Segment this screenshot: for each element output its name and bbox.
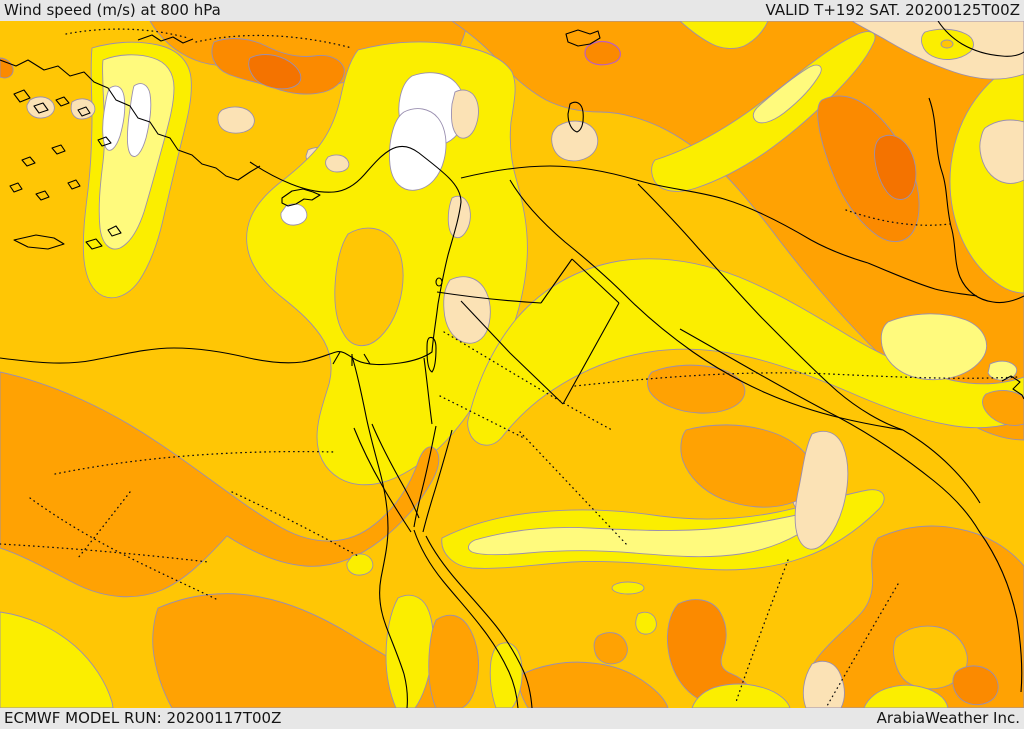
region-pale-yellow-east-blob xyxy=(880,313,987,381)
geo-jordan-borders xyxy=(436,258,620,405)
geo-shatt-kuwait xyxy=(902,375,1024,504)
region-pale-yellow-right-tiny xyxy=(987,360,1018,381)
region-pale-yellow-saudi-core xyxy=(468,511,820,558)
geo-iran-border xyxy=(928,97,1024,304)
geo-cyprus xyxy=(281,188,321,207)
region-yellow-bottom-bump-b xyxy=(863,684,949,708)
geo-gulf-of-suez xyxy=(353,423,420,533)
region-yellow-tiny-oval-a xyxy=(611,581,645,595)
provider-label: ArabiaWeather Inc. xyxy=(876,709,1020,727)
region-yellow-bottom-bump-a xyxy=(691,683,791,708)
dotted-line-1 xyxy=(29,497,219,601)
region-deep-orange-anatolia-spot xyxy=(248,54,302,90)
dotted-line-3 xyxy=(77,491,131,559)
dotted-line-9 xyxy=(439,395,525,439)
region-yellow-top-notch xyxy=(679,21,769,49)
region-cream-aegean-blob-a xyxy=(26,96,55,119)
region-cream-right-lobe-patch xyxy=(979,119,1024,184)
geo-euphrates-river xyxy=(509,179,904,431)
geo-crete-rhodes xyxy=(13,225,122,250)
geo-iraq-saudi-border xyxy=(679,328,1023,693)
dotted-line-12 xyxy=(65,28,189,39)
model-run-label: ECMWF MODEL RUN: 20200117T00Z xyxy=(4,709,282,727)
region-pale-yellow-strip-core xyxy=(752,64,822,124)
geo-red-sea xyxy=(413,529,533,708)
region-yellow-southwest-corner xyxy=(0,611,114,708)
region-orange-hejaz-bottom xyxy=(517,661,669,708)
region-yellow-right-edge-lobe xyxy=(949,57,1024,294)
geo-lake-urmia xyxy=(567,101,584,133)
region-dark-orange-southeast-spot xyxy=(952,665,999,706)
dotted-line-10 xyxy=(845,209,951,226)
region-orange-south-iraq-blob xyxy=(680,424,815,508)
region-dark-orange-zagros-core xyxy=(817,95,920,242)
geo-caspian-corner xyxy=(937,21,1024,57)
geo-aegean-coast xyxy=(0,59,261,181)
region-white-south-of-cyprus xyxy=(280,203,308,226)
region-cream-lebanon-sliver xyxy=(447,195,471,239)
region-cream-nejd-streak xyxy=(794,430,849,550)
geo-gulf-of-aqaba xyxy=(413,425,453,533)
geo-nile-river xyxy=(351,355,408,708)
region-deep-orange-zagros-spot xyxy=(874,134,917,200)
region-white-levant-patch xyxy=(389,108,447,191)
region-cream-east-syria-blob xyxy=(551,120,599,162)
region-orange-small-west-of-l xyxy=(593,632,628,665)
footer-bar: ECMWF MODEL RUN: 20200117T00Z ArabiaWeat… xyxy=(0,708,1024,729)
region-yellow-west-of-nile-oval xyxy=(346,553,374,576)
region-cream-taurus-blob xyxy=(217,106,255,134)
dotted-line-8 xyxy=(826,583,899,707)
region-white-aegean-sliver-a xyxy=(102,85,126,151)
geo-marmara-bits xyxy=(137,34,194,44)
dotted-line-11 xyxy=(195,34,353,49)
geo-israel-egypt-border xyxy=(423,357,433,425)
region-orange-eastern-desert-wedge xyxy=(428,614,479,708)
dotted-line-6 xyxy=(574,372,1019,387)
geo-tigris-river xyxy=(637,183,904,431)
geo-lake-van xyxy=(565,29,601,47)
region-yellow-nile-valley xyxy=(385,594,434,708)
geo-dead-sea xyxy=(426,277,443,373)
region-dark-orange-left-edge-tiny xyxy=(0,57,14,79)
region-cream-bottom-streak xyxy=(802,660,845,708)
geo-nile-delta-branches xyxy=(332,351,371,366)
valid-time-label: VALID T+192 SAT. 20200125T00Z xyxy=(765,1,1020,19)
header-bar: Wind speed (m/s) at 800 hPa VALID T+192 … xyxy=(0,0,1024,21)
geo-turkey-iraq-border xyxy=(867,262,978,297)
region-magenta-ring-oval xyxy=(584,40,621,66)
region-gold-east-med-blob xyxy=(334,227,404,347)
dotted-line-13 xyxy=(519,431,629,547)
region-orange-east-jordan-oval xyxy=(647,364,746,414)
region-white-aegean-sliver-b xyxy=(126,83,152,157)
region-orange-egypt-swath xyxy=(0,371,440,598)
region-yellow-tiny-oval-b xyxy=(635,611,657,635)
map-title: Wind speed (m/s) at 800 hPa xyxy=(4,1,221,19)
geo-mediterranean-coast xyxy=(0,145,462,366)
dotted-line-4 xyxy=(231,491,359,557)
region-cream-jordan-blob xyxy=(443,276,491,344)
dotted-line-2 xyxy=(0,543,209,563)
region-cream-syria-sliver xyxy=(451,89,479,139)
region-gold-dot-in-corner xyxy=(940,39,954,49)
geo-aegean-islands xyxy=(9,89,112,201)
wind-speed-map xyxy=(0,21,1024,708)
geo-turkey-syria-border xyxy=(460,165,869,264)
region-orange-right-edge-nub xyxy=(982,390,1024,426)
wind-speed-contour-svg xyxy=(0,21,1024,708)
region-cream-coast-small xyxy=(325,154,350,173)
region-yellow-red-sea-strip xyxy=(489,642,523,708)
dotted-line-7 xyxy=(735,559,789,703)
